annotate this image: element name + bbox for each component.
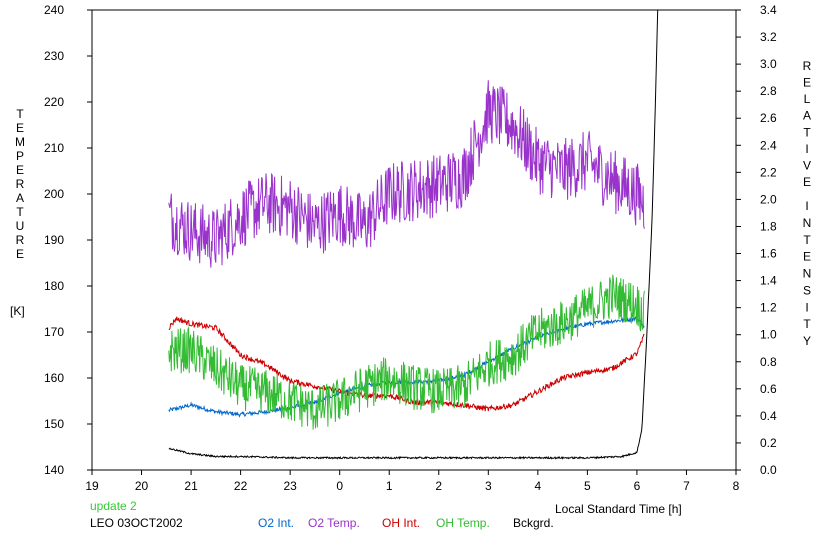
y-left-tick-label: 170 [44,325,64,339]
x-tick-label: 3 [485,479,492,493]
x-tick-label: 4 [535,479,542,493]
x-tick-label: 23 [283,479,297,493]
axis-label-letter: V [803,158,811,172]
series-line-oh-int [168,316,645,412]
y-left-tick-label: 160 [44,371,64,385]
tick-group: 19 20 21 22 23 0 1 2 3 4 5 6 7 8140150160170180190200… [44,3,777,493]
series-line-oh-temp [168,274,645,430]
axis-label-letter: A [803,109,811,123]
axis-label-letter: R [16,177,25,191]
axis-label-letter: P [16,149,24,163]
y-right-tick-label: 2.4 [760,138,777,152]
series-group [168,9,659,460]
axis-label-letter: T [16,107,24,121]
y-right-tick-label: 1.6 [760,247,777,261]
y-right-tick-label: 3.0 [760,57,777,71]
y-right-tick-label: 3.2 [760,30,777,44]
x-tick-label: 0 [336,479,343,493]
y-left-tick-label: 190 [44,233,64,247]
y-left-tick-label: 180 [44,279,64,293]
axis-label-letter: T [803,233,811,247]
axis-label-letter: T [803,125,811,139]
y-right-tick-label: 2.0 [760,192,777,206]
axis-label-letter: E [803,175,811,189]
axis-label-letter: T [803,317,811,331]
x-tick-label: 20 [135,479,149,493]
axis-label-letter: Y [803,334,811,348]
axis-label-letter: E [16,247,24,261]
y-right-tick-label: 1.2 [760,301,777,315]
legend-oh-temp: OH Temp. [436,516,490,530]
axis-label-letter: I [805,142,808,156]
y-right-tick-label: 1.0 [760,328,777,342]
y-right-tick-label: 2.8 [760,84,777,98]
legend-oh-int: OH Int. [382,516,420,530]
y-right-tick-label: 1.4 [760,274,777,288]
x-tick-label: 22 [234,479,248,493]
y-left-tick-label: 150 [44,417,64,431]
axis-label-letter: T [16,205,24,219]
axis-label-letter: A [16,191,24,205]
legend-o2-temp: O2 Temp. [308,516,360,530]
x-tick-label: 19 [85,479,99,493]
axis-label-letter: L [804,92,811,106]
axis-label-letter: R [16,233,25,247]
x-tick-label: 2 [435,479,442,493]
y-left-unit: [K] [10,304,25,318]
axis-label-letter: N [803,216,812,230]
station-label: LEO 03OCT2002 [90,516,183,530]
y-right-tick-label: 0.2 [760,436,777,450]
y-left-tick-label: 230 [44,49,64,63]
y-right-tick-label: 2.6 [760,111,777,125]
series-line-bckgrd [168,9,659,460]
x-axis-label: Local Standard Time [h] [555,502,682,516]
axis-label-letter: U [16,219,25,233]
axis-label-letter: E [803,250,811,264]
axis-label-letter: S [803,283,811,297]
y-left-tick-label: 220 [44,95,64,109]
axis-label-letter: E [803,76,811,90]
y-right-tick-label: 1.8 [760,219,777,233]
x-tick-label: 21 [184,479,198,493]
axis-label-letter: E [16,163,24,177]
x-tick-label: 1 [386,479,393,493]
x-tick-label: 8 [733,479,740,493]
y-right-tick-label: 2.2 [760,165,777,179]
axis-label-letter: E [16,121,24,135]
y-right-tick-label: 0.4 [760,409,777,423]
legend-o2-int: O2 Int. [258,516,294,530]
x-tick-label: 5 [584,479,591,493]
axis-label-letter: I [805,199,808,213]
y-left-tick-label: 240 [44,3,64,17]
axis-label-letter: I [805,300,808,314]
x-tick-label: 6 [634,479,641,493]
y-right-tick-label: 0.8 [760,355,777,369]
axis-label-letter: M [15,135,25,149]
x-tick-label: 7 [683,479,690,493]
y-left-tick-label: 140 [44,463,64,477]
y-right-tick-label: 3.4 [760,3,777,17]
update-note: update 2 [90,499,137,513]
series-line-o2-temp [168,80,645,268]
axis-label-letter: N [803,267,812,281]
legend-bckgrd: Bckgrd. [513,516,554,530]
y-left-tick-label: 200 [44,187,64,201]
y-left-tick-label: 210 [44,141,64,155]
y-right-tick-label: 0.6 [760,382,777,396]
y-right-tick-label: 0.0 [760,463,777,477]
axis-label-letter: R [803,59,812,73]
